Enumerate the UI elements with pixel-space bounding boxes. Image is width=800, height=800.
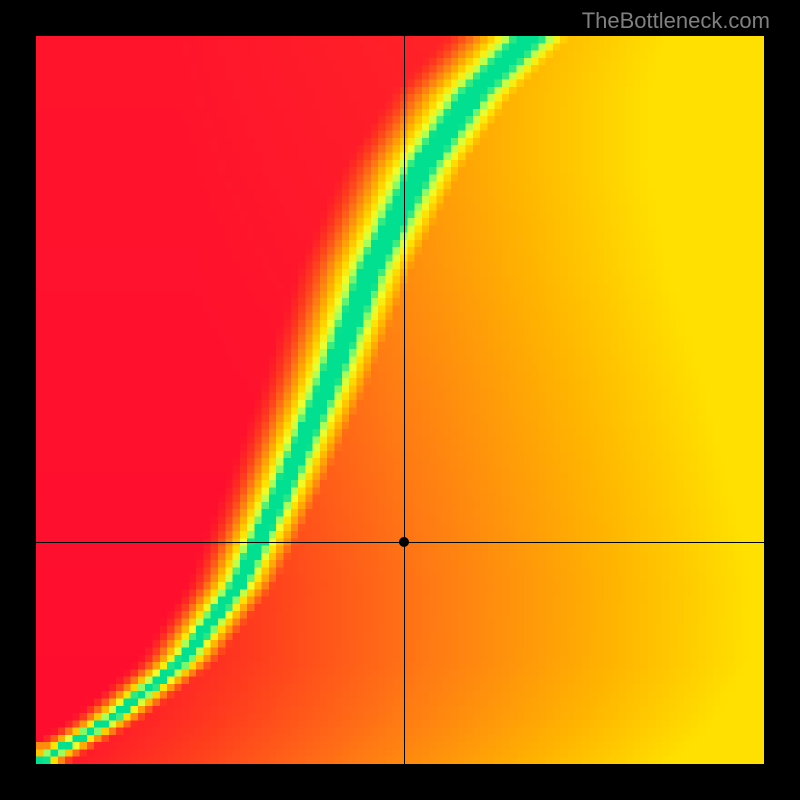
heatmap-canvas (36, 36, 764, 764)
heatmap-plot-area (36, 36, 764, 764)
crosshair-vertical (404, 36, 405, 764)
watermark-text: TheBottleneck.com (582, 8, 770, 34)
marker-dot (399, 537, 409, 547)
